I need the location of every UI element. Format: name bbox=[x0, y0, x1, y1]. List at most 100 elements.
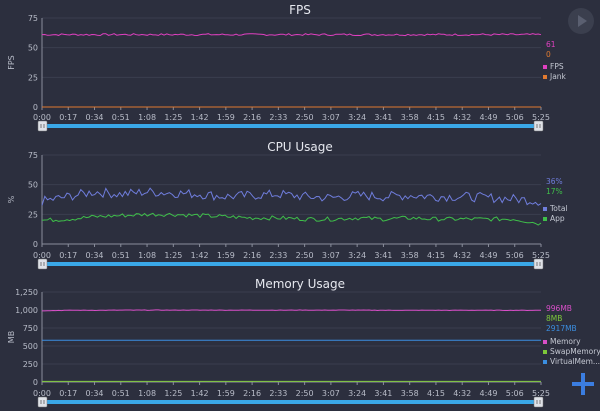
x-tick-label: 1:08 bbox=[138, 251, 156, 260]
memory-chart-title: Memory Usage bbox=[254, 277, 345, 291]
x-tick-label: 0:17 bbox=[59, 389, 77, 398]
x-tick-label: 3:58 bbox=[401, 113, 419, 122]
x-tick-label: 2:50 bbox=[296, 389, 314, 398]
range-slider-track bbox=[44, 262, 541, 266]
x-tick-label: 3:58 bbox=[401, 251, 419, 260]
legend-label: Memory bbox=[550, 337, 581, 346]
x-tick-label: 1:08 bbox=[138, 113, 156, 122]
x-tick-label: 1:25 bbox=[164, 251, 182, 260]
current-value: 36% bbox=[546, 177, 563, 186]
x-tick-label: 2:50 bbox=[296, 113, 314, 122]
slider-handle-left[interactable] bbox=[37, 396, 48, 408]
y-tick-label: 0 bbox=[33, 378, 38, 387]
chart-panel-2 bbox=[37, 291, 547, 408]
x-tick-label: 5:06 bbox=[506, 113, 524, 122]
x-tick-label: 1:25 bbox=[164, 389, 182, 398]
y-axis-label: % bbox=[7, 195, 16, 203]
x-tick-label: 5:25 bbox=[532, 113, 550, 122]
legend-swatch bbox=[543, 75, 547, 79]
current-value: 0 bbox=[546, 50, 551, 59]
legend-swatch bbox=[543, 360, 547, 364]
x-tick-label: 3:07 bbox=[322, 251, 340, 260]
current-value: 17% bbox=[546, 187, 563, 196]
x-tick-label: 4:49 bbox=[479, 113, 497, 122]
legend-label: SwapMemory bbox=[550, 347, 600, 356]
y-tick-label: 75 bbox=[28, 151, 38, 160]
x-tick-label: 0:17 bbox=[59, 251, 77, 260]
x-tick-label: 3:24 bbox=[348, 251, 366, 260]
x-tick-label: 0:34 bbox=[86, 113, 104, 122]
current-value: 996MB bbox=[546, 304, 572, 313]
x-tick-label: 2:16 bbox=[243, 251, 261, 260]
y-tick-label: 250 bbox=[23, 360, 38, 369]
y-tick-label: 25 bbox=[28, 210, 38, 219]
series-line-Total bbox=[41, 187, 542, 206]
x-tick-label: 5:06 bbox=[506, 251, 524, 260]
legend-label: App bbox=[550, 214, 565, 223]
range-slider-track bbox=[44, 400, 541, 404]
x-tick-label: 3:41 bbox=[374, 113, 392, 122]
y-tick-label: 50 bbox=[28, 44, 38, 53]
series-line-FPS bbox=[41, 33, 542, 37]
x-tick-label: 1:59 bbox=[217, 389, 235, 398]
series-line-Memory bbox=[42, 309, 541, 312]
y-tick-label: 1,250 bbox=[15, 288, 38, 297]
slider-handle-right[interactable] bbox=[533, 120, 544, 132]
slider-handle-left[interactable] bbox=[37, 258, 48, 270]
x-tick-label: 3:24 bbox=[348, 113, 366, 122]
x-tick-label: 4:32 bbox=[453, 113, 471, 122]
x-tick-label: 1:59 bbox=[217, 113, 235, 122]
x-tick-label: 2:33 bbox=[269, 251, 287, 260]
x-tick-label: 3:41 bbox=[374, 389, 392, 398]
x-tick-label: 0:17 bbox=[59, 113, 77, 122]
y-tick-label: 75 bbox=[28, 14, 38, 23]
legend-swatch bbox=[543, 340, 547, 344]
y-tick-label: 500 bbox=[23, 342, 38, 351]
legend-swatch bbox=[543, 65, 547, 69]
x-tick-label: 2:16 bbox=[243, 113, 261, 122]
x-tick-label: 1:25 bbox=[164, 113, 182, 122]
x-tick-label: 4:32 bbox=[453, 389, 471, 398]
x-tick-label: 0:51 bbox=[112, 113, 130, 122]
chart-panel-1 bbox=[37, 154, 547, 270]
legend-label: Total bbox=[549, 204, 568, 213]
y-axis-label: FPS bbox=[7, 55, 16, 70]
slider-handle-right[interactable] bbox=[533, 258, 544, 270]
y-tick-label: 750 bbox=[23, 324, 38, 333]
x-tick-label: 2:33 bbox=[269, 389, 287, 398]
cpu-chart-title: CPU Usage bbox=[267, 140, 333, 154]
x-tick-label: 3:58 bbox=[401, 389, 419, 398]
slider-handle-left[interactable] bbox=[37, 120, 48, 132]
slider-handle-right[interactable] bbox=[533, 396, 544, 408]
x-tick-label: 4:49 bbox=[479, 251, 497, 260]
current-value: 8MB bbox=[546, 314, 562, 323]
x-tick-label: 5:06 bbox=[506, 389, 524, 398]
x-tick-label: 5:25 bbox=[532, 389, 550, 398]
legend-swatch bbox=[543, 217, 547, 221]
x-tick-label: 3:07 bbox=[322, 389, 340, 398]
plus-icon bbox=[572, 373, 594, 395]
x-tick-label: 2:33 bbox=[269, 113, 287, 122]
x-tick-label: 0:51 bbox=[112, 389, 130, 398]
x-tick-label: 4:15 bbox=[427, 113, 445, 122]
chart-panel-0 bbox=[37, 17, 547, 132]
x-tick-label: 5:25 bbox=[532, 251, 550, 260]
y-tick-label: 0 bbox=[33, 240, 38, 249]
y-tick-label: 25 bbox=[28, 73, 38, 82]
play-icon bbox=[578, 15, 587, 27]
x-tick-label: 3:24 bbox=[348, 389, 366, 398]
add-button[interactable] bbox=[570, 371, 596, 397]
y-axis-label: MB bbox=[7, 331, 16, 343]
legend-label: FPS bbox=[550, 62, 564, 71]
x-tick-label: 0:00 bbox=[33, 251, 51, 260]
x-tick-label: 1:42 bbox=[191, 389, 209, 398]
y-tick-label: 0 bbox=[33, 103, 38, 112]
x-tick-label: 0:34 bbox=[86, 251, 104, 260]
x-tick-label: 0:00 bbox=[33, 389, 51, 398]
x-tick-label: 3:41 bbox=[374, 251, 392, 260]
x-tick-label: 1:08 bbox=[138, 389, 156, 398]
play-button[interactable] bbox=[568, 8, 594, 34]
range-slider-track bbox=[44, 124, 541, 128]
current-value: 2917MB bbox=[546, 324, 577, 333]
